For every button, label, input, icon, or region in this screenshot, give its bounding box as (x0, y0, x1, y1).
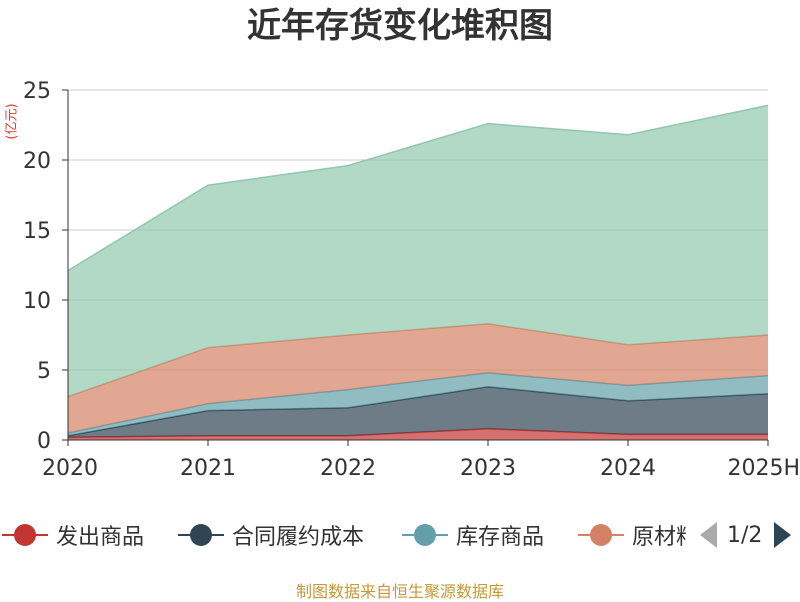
pager-prev-icon[interactable] (700, 522, 717, 548)
y-tick-label: 15 (23, 219, 51, 244)
legend-marker-raw-materials (578, 523, 624, 547)
source-note: 制图数据来自恒生聚源数据库 (295, 582, 504, 601)
area-series-3 (68, 323, 768, 433)
chart-title: 近年存货变化堆积图 (247, 6, 553, 46)
legend-label: 库存商品 (456, 525, 545, 550)
x-tick-label: 2024 (600, 456, 656, 481)
area-series-2 (68, 372, 768, 436)
area-series-0 (68, 428, 768, 440)
area-line-4 (67, 104, 769, 272)
area-series-4 (68, 105, 768, 397)
legend-label: 原材料 (632, 525, 686, 550)
x-tick-label: 2021 (180, 456, 236, 481)
y-tick-label: 25 (23, 79, 51, 104)
legend-item-raw-materials[interactable]: 原材料 (578, 513, 686, 557)
legend-label: 发出商品 (56, 525, 145, 550)
legend-item-contract-cost[interactable]: 合同履约成本 (178, 513, 364, 557)
legend-marker-shipped-goods (2, 523, 48, 547)
x-tick-label: 2022 (320, 456, 376, 481)
area-series-1 (68, 386, 768, 438)
pager-text: 1/2 (727, 522, 763, 548)
legend-item-raw-materials-inner: 原材料 (578, 513, 686, 557)
x-tick-label: 2023 (460, 456, 516, 481)
y-tick-label: 20 (23, 149, 51, 174)
x-tick-label: 2020 (42, 456, 98, 481)
legend-marker-inventory-goods (402, 523, 448, 547)
pager-next-icon[interactable] (774, 522, 792, 548)
stacked-area-chart: 0 5 10 15 20 25 2020 2021 2022 2023 2024 2025H (23, 79, 800, 481)
y-tick-label: 10 (23, 289, 51, 314)
legend: 发出商品 合同履约成本 库存商品 原材料 (0, 513, 800, 557)
legend-item-inventory-goods[interactable]: 库存商品 (402, 513, 544, 557)
y-tick-label: 0 (37, 429, 51, 454)
legend-item-shipped-goods[interactable]: 发出商品 (2, 513, 144, 557)
legend-label: 合同履约成本 (232, 525, 365, 550)
x-tick-label: 2025H (727, 456, 800, 481)
legend-pager: 1/2 (700, 513, 792, 557)
legend-marker-contract-cost (178, 523, 224, 547)
y-tick-label: 5 (37, 359, 51, 384)
